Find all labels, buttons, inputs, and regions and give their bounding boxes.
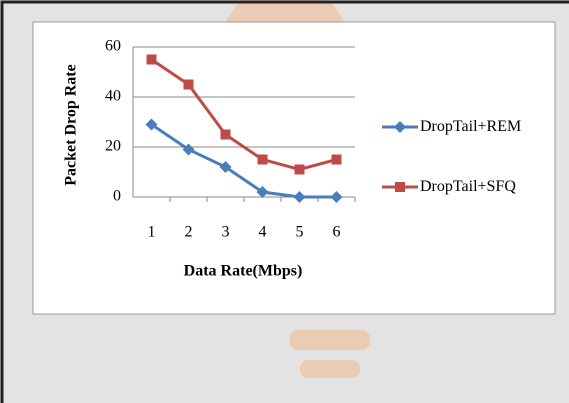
x-tick-label: 4 (259, 224, 267, 241)
marker (220, 129, 231, 140)
marker (145, 118, 158, 131)
series-line (150, 123, 337, 199)
marker (331, 154, 342, 165)
marker (182, 143, 195, 156)
legend-label: DropTail+SFQ (420, 178, 516, 195)
legend-entry: DropTail+REM (420, 118, 522, 135)
y-tick-label: 20 (105, 138, 121, 155)
marker (256, 186, 269, 198)
marker (394, 121, 406, 133)
marker (219, 161, 232, 173)
y-tick-label: 40 (105, 88, 121, 105)
y-tick-label: 60 (105, 38, 121, 55)
x-axis-title: Data Rate(Mbps) (184, 263, 303, 280)
x-tick-label: 5 (296, 224, 304, 241)
marker (257, 154, 268, 165)
marker (330, 191, 343, 203)
chart-area (32, 21, 556, 315)
y-tick-label: 0 (113, 188, 121, 205)
x-tick-label: 3 (222, 224, 230, 241)
marker (183, 79, 194, 90)
x-tick-label: 2 (185, 224, 193, 241)
x-tick-label: 6 (333, 224, 341, 241)
legend-entry: DropTail+SFQ (420, 178, 516, 195)
marker (146, 54, 157, 65)
legend-label: DropTail+REM (420, 118, 522, 135)
marker (395, 182, 405, 192)
marker (293, 191, 306, 203)
y-axis-title: Packet Drop Rate (63, 64, 80, 185)
x-tick-label: 1 (148, 224, 156, 241)
marker (294, 164, 305, 175)
series-line (150, 58, 337, 172)
